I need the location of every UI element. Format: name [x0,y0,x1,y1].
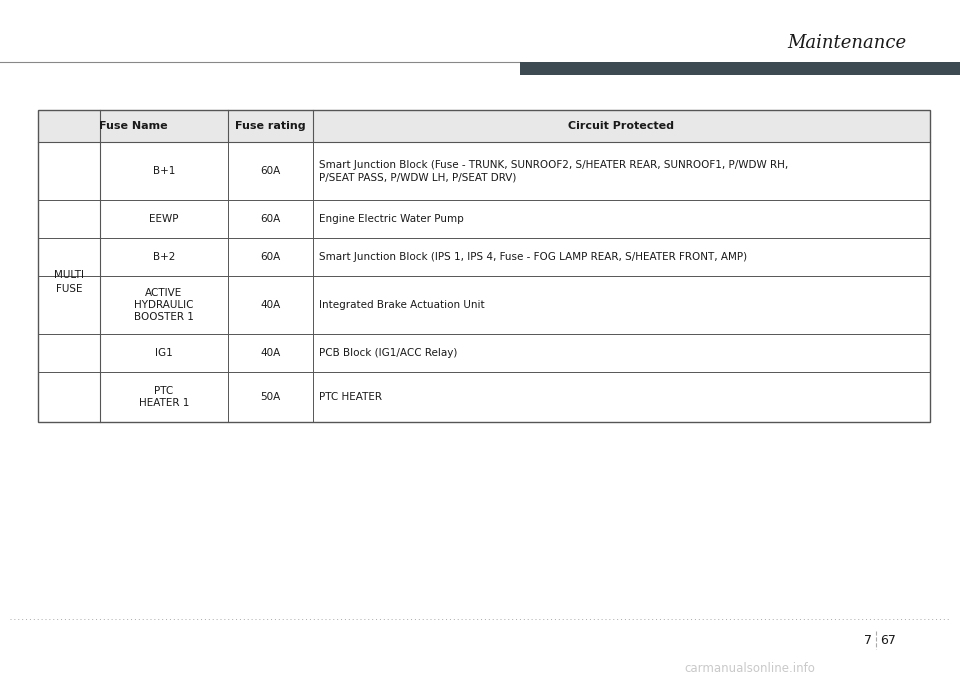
Text: 60A: 60A [260,166,280,176]
Text: 7: 7 [864,633,872,647]
Bar [38,110,930,142]
Text: Smart Junction Block (IPS 1, IPS 4, Fuse - FOG LAMP REAR, S/HEATER FRONT, AMP): Smart Junction Block (IPS 1, IPS 4, Fuse… [319,252,747,262]
Text: PCB Block (IG1/ACC Relay): PCB Block (IG1/ACC Relay) [319,348,457,358]
Text: 50A: 50A [260,392,280,402]
Text: Engine Electric Water Pump: Engine Electric Water Pump [319,214,464,224]
Bar [520,62,960,75]
Text: MULTI
FUSE: MULTI FUSE [54,270,84,294]
Text: 40A: 40A [260,300,280,310]
Text: Fuse Name: Fuse Name [99,121,167,131]
Text: IG1: IG1 [156,348,173,358]
Text: Integrated Brake Actuation Unit: Integrated Brake Actuation Unit [319,300,485,310]
Text: Fuse rating: Fuse rating [235,121,306,131]
Text: 60A: 60A [260,214,280,224]
Text: B+2: B+2 [153,252,175,262]
Bar [38,110,930,422]
Text: EEWP: EEWP [149,214,179,224]
Text: ACTIVE
HYDRAULIC
BOOSTER 1: ACTIVE HYDRAULIC BOOSTER 1 [134,288,194,322]
Text: Maintenance: Maintenance [787,34,906,52]
Text: PTC
HEATER 1: PTC HEATER 1 [139,386,189,408]
Text: PTC HEATER: PTC HEATER [319,392,382,402]
Text: Circuit Protected: Circuit Protected [568,121,675,131]
Text: B+1: B+1 [153,166,175,176]
Text: Smart Junction Block (Fuse - TRUNK, SUNROOF2, S/HEATER REAR, SUNROOF1, P/WDW RH,: Smart Junction Block (Fuse - TRUNK, SUNR… [319,160,788,182]
Text: 67: 67 [880,633,896,647]
Text: 40A: 40A [260,348,280,358]
Text: 60A: 60A [260,252,280,262]
Text: carmanualsonline.info: carmanualsonline.info [684,662,815,675]
